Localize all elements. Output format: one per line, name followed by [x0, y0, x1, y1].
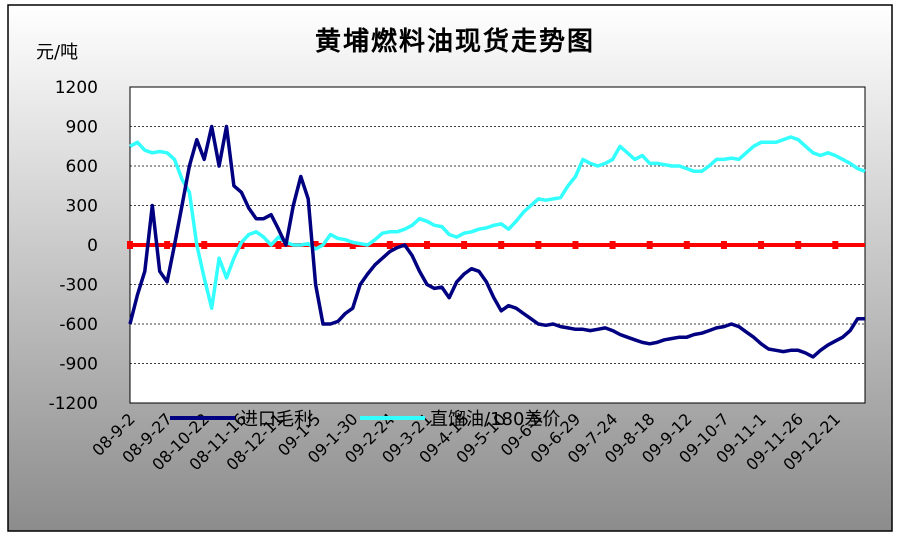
legend-label: 直馏油/180差价: [430, 409, 560, 430]
y-tick-label: -300: [59, 276, 98, 296]
y-tick-label: 0: [87, 236, 98, 256]
line-marker: [720, 241, 727, 249]
line-marker: [275, 241, 282, 249]
y-tick-label: 900: [66, 118, 98, 138]
line-marker: [535, 241, 542, 249]
y-tick-label: 600: [66, 157, 98, 177]
line-marker: [423, 241, 430, 249]
y-tick-label: -1200: [49, 394, 98, 414]
line-marker: [795, 241, 802, 249]
line-marker: [758, 241, 765, 249]
line-marker: [312, 241, 319, 249]
line-marker: [609, 241, 616, 249]
y-tick-label: -900: [59, 355, 98, 375]
series-line: [129, 135, 866, 310]
chart-title: 黄埔燃料油现货走势图: [315, 26, 595, 57]
series-line: [128, 124, 865, 359]
line-marker: [461, 241, 468, 249]
line-marker: [832, 241, 839, 249]
line-marker: [498, 241, 505, 249]
y-tick-label: 1200: [55, 78, 98, 98]
line-marker: [127, 241, 133, 249]
line-marker: [683, 241, 690, 249]
line-marker: [572, 241, 579, 249]
line-marker: [349, 241, 356, 249]
legend-label: 进口毛利: [240, 409, 312, 430]
line-marker: [646, 241, 653, 249]
y-tick-label: 300: [66, 197, 98, 217]
line-marker: [201, 241, 208, 249]
y-axis-label: 元/吨: [36, 42, 78, 63]
line-marker: [386, 241, 393, 249]
line-marker: [164, 241, 171, 249]
y-tick-label: -600: [59, 315, 98, 335]
